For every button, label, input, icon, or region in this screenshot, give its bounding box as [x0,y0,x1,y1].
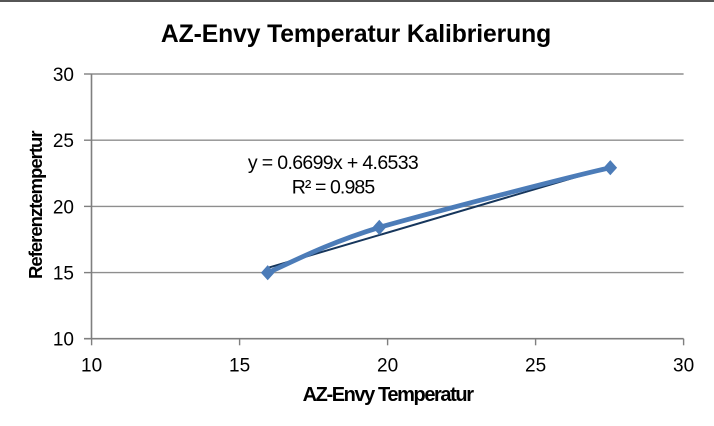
svg-text:15: 15 [53,264,74,285]
svg-text:AZ-Envy Temperatur: AZ-Envy Temperatur [303,384,475,406]
svg-text:y = 0.6699x + 4.6533: y = 0.6699x + 4.6533 [248,152,418,174]
svg-text:R² = 0.985: R² = 0.985 [292,176,376,198]
svg-text:15: 15 [229,355,250,376]
svg-text:25: 25 [525,355,546,376]
svg-text:30: 30 [53,65,74,86]
svg-text:30: 30 [673,355,694,376]
svg-text:25: 25 [53,131,74,152]
svg-text:10: 10 [53,330,74,351]
svg-text:10: 10 [81,355,102,376]
svg-text:20: 20 [53,197,74,218]
svg-text:AZ-Envy Temperatur Kalibrierun: AZ-Envy Temperatur Kalibrierung [161,21,551,48]
svg-text:Referenztempertur: Referenztempertur [25,131,46,279]
svg-text:20: 20 [377,355,398,376]
